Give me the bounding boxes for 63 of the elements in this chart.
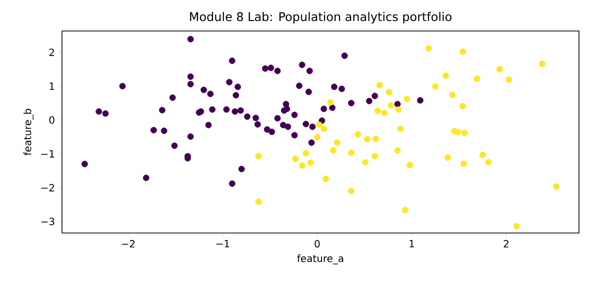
point (381, 110, 388, 116)
point (553, 183, 560, 190)
point (394, 147, 401, 154)
point (460, 102, 466, 110)
point (362, 159, 369, 166)
point (327, 99, 334, 106)
point (454, 128, 462, 136)
point (292, 156, 299, 162)
point (474, 76, 480, 82)
point (449, 92, 456, 98)
point (402, 206, 408, 214)
x-tick-label: 2 (504, 240, 508, 248)
y-tick-label: −1 (41, 150, 54, 158)
y-tick-label: 2 (49, 48, 54, 56)
point (444, 154, 451, 161)
point (316, 122, 322, 128)
point (322, 176, 329, 182)
point (404, 96, 410, 102)
point (386, 89, 392, 96)
point (461, 130, 468, 136)
point (485, 159, 492, 166)
y-axis-title: feature_b (24, 108, 34, 156)
x-tick-label: 0 (314, 240, 320, 248)
point (376, 82, 383, 88)
point (314, 134, 320, 140)
point (255, 198, 262, 206)
point (397, 126, 404, 132)
point (460, 160, 467, 167)
point (432, 83, 439, 90)
point (406, 162, 414, 168)
point (348, 150, 354, 156)
x-axis-title: feature_a (297, 254, 344, 264)
y-tick-label: 1 (50, 82, 54, 90)
point (307, 159, 314, 166)
point (364, 136, 370, 142)
x-tick-label: −2 (122, 240, 135, 248)
point (538, 60, 546, 68)
x-tick-label: −1 (216, 240, 230, 248)
y-tick-label: 0 (49, 116, 54, 124)
point (354, 130, 362, 138)
point (374, 108, 381, 114)
point (442, 72, 449, 79)
point (388, 102, 394, 109)
point (348, 188, 354, 194)
point (302, 150, 310, 156)
point (395, 106, 402, 113)
point (513, 223, 520, 230)
point (372, 152, 378, 160)
point (506, 76, 512, 83)
point (426, 45, 432, 52)
point (479, 152, 486, 158)
point (255, 152, 262, 160)
point (334, 139, 340, 146)
point (460, 48, 466, 55)
chart-title: Module 8 Lab: Population analytics portfolio (190, 12, 452, 24)
point (496, 66, 503, 72)
x-tick-label: 1 (410, 240, 414, 248)
point (320, 126, 328, 132)
point (330, 147, 336, 154)
point (372, 136, 379, 142)
point (298, 162, 306, 169)
y-tick-label: −3 (41, 218, 54, 226)
y-tick-label: −2 (41, 184, 54, 192)
